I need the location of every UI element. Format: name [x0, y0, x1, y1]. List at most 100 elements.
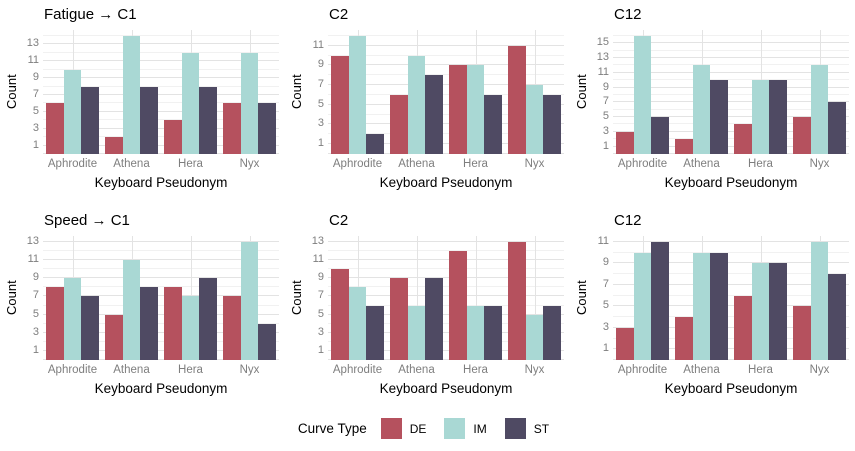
gridline-y-9: [43, 77, 279, 79]
bar-st-hera: [769, 80, 788, 154]
bar-im-nyx: [525, 85, 544, 154]
bar-im-athena: [122, 260, 141, 360]
y-tick-label: 5: [602, 299, 609, 312]
x-tick-label-hera: Hera: [748, 158, 773, 170]
gridline-y-16: [613, 34, 849, 36]
x-axis-ticks: Aphrodite Athena Hera Nyx: [43, 364, 279, 378]
bar-im-hera: [466, 305, 485, 360]
gridline-y-10: [328, 54, 564, 56]
y-tick-label: 13: [26, 37, 39, 50]
facet-title: Fatigue → C1: [44, 6, 137, 23]
y-tick-label: 3: [602, 320, 609, 333]
bar-groups: [328, 236, 564, 360]
bar-im-hera: [466, 65, 485, 154]
x-tick-label-aphrodite: Aphrodite: [617, 158, 668, 170]
gridline-y-7: [43, 93, 279, 95]
x-tick-label-hera: Hera: [748, 364, 773, 376]
x-axis-ticks: Aphrodite Athena Hera Nyx: [613, 158, 849, 172]
gridline-y-11: [43, 60, 279, 62]
gridline-y-0: [43, 153, 279, 154]
bar-de-nyx: [792, 117, 811, 154]
bar-group-hera: [446, 30, 505, 154]
bar-de-athena: [674, 317, 693, 360]
x-tick-label-aphrodite: Aphrodite: [47, 364, 98, 376]
bar-im-hera: [181, 296, 200, 360]
gridline-y-2: [328, 340, 564, 342]
bar-de-aphrodite: [45, 103, 64, 154]
gridline-y-2: [613, 138, 849, 140]
bar-group-athena: [387, 30, 446, 154]
gridline-y-5: [613, 116, 849, 118]
bar-im-hera: [181, 52, 200, 154]
bar-im-hera: [751, 263, 770, 360]
gridline-y-6: [43, 304, 279, 306]
gridline-y-2: [43, 340, 279, 342]
y-tick-label: 1: [32, 138, 39, 151]
bar-group-hera: [446, 236, 505, 360]
y-tick-label: 7: [32, 289, 39, 302]
x-tick-label-nyx: Nyx: [524, 158, 545, 170]
plot-column: Aphrodite Athena Hera Nyx Keyboard Pseudony…: [328, 236, 564, 396]
gridline-y-1: [328, 143, 564, 145]
bar-st-nyx: [258, 103, 277, 154]
bar-de-nyx: [792, 306, 811, 360]
facet-title: C12: [614, 212, 642, 229]
y-tick-label: 13: [311, 234, 324, 247]
x-tick-label-hera: Hera: [463, 364, 488, 376]
x-tick-label-nyx: Nyx: [809, 364, 830, 376]
x-tick-label-nyx: Nyx: [239, 364, 260, 376]
y-axis-ticks: 1 3 5 7 9 11 13: [19, 30, 43, 154]
y-tick-label: 7: [602, 95, 609, 108]
gridline-y-2: [43, 136, 279, 138]
gridline-y-8: [328, 286, 564, 288]
plot-area: [613, 30, 849, 154]
gridline-y-7: [613, 283, 849, 285]
gridline-y-13: [328, 240, 564, 242]
bar-im-nyx: [810, 65, 829, 154]
x-tick-label-hera: Hera: [463, 158, 488, 170]
bar-group-nyx: [220, 236, 279, 360]
bar-st-athena: [140, 287, 159, 360]
plot-area: [328, 236, 564, 360]
bar-st-athena: [140, 86, 159, 154]
x-tick-label-athena: Athena: [398, 158, 435, 170]
gridline-y-3: [328, 123, 564, 125]
gridline-y-8: [43, 286, 279, 288]
gridline-y-0: [328, 153, 564, 154]
bar-st-athena: [710, 252, 729, 360]
x-tick-label-aphrodite: Aphrodite: [47, 158, 98, 170]
gridline-y-1: [43, 144, 279, 146]
gridline-y-0: [43, 359, 279, 360]
facet-panel: Speed → C1 Count 1 3 5 7 9 11 13 Aphrodite Athe…: [0, 200, 285, 406]
gridline-y-5: [328, 313, 564, 315]
gridline-y-0: [328, 359, 564, 360]
x-tick-label-nyx: Nyx: [809, 158, 830, 170]
gridline-y-5: [613, 305, 849, 307]
y-axis-ticks: 1 3 5 7 9 11: [304, 30, 328, 154]
plot-column: Aphrodite Athena Hera Nyx Keyboard Pseudony…: [43, 236, 279, 396]
bar-im-nyx: [525, 314, 544, 360]
gridline-y-9: [328, 277, 564, 279]
y-tick-label: 11: [27, 253, 39, 266]
gridline-y-4: [328, 322, 564, 324]
y-tick-label: 5: [32, 307, 39, 320]
gridline-y-3: [613, 326, 849, 328]
y-tick-label: 7: [317, 78, 324, 91]
gridline-y-6: [43, 102, 279, 104]
y-tick-label: 9: [317, 271, 324, 284]
bar-im-athena: [692, 65, 711, 154]
y-tick-label: 11: [27, 54, 39, 67]
y-tick-label: 3: [32, 325, 39, 338]
x-axis-ticks: Aphrodite Athena Hera Nyx: [328, 364, 564, 378]
y-tick-label: 5: [317, 307, 324, 320]
gridline-y-4: [328, 113, 564, 115]
x-axis-ticks: Aphrodite Athena Hera Nyx: [43, 158, 279, 172]
bar-groups: [613, 30, 849, 154]
x-tick-label-athena: Athena: [683, 364, 720, 376]
plot-column: Aphrodite Athena Hera Nyx Keyboard Pseudony…: [613, 236, 849, 396]
y-tick-label: 11: [312, 38, 324, 51]
bar-groups: [613, 236, 849, 360]
gridline-y-11: [43, 259, 279, 261]
gridline-y-0: [613, 359, 849, 360]
x-axis-title: Keyboard Pseudonym: [664, 381, 798, 396]
